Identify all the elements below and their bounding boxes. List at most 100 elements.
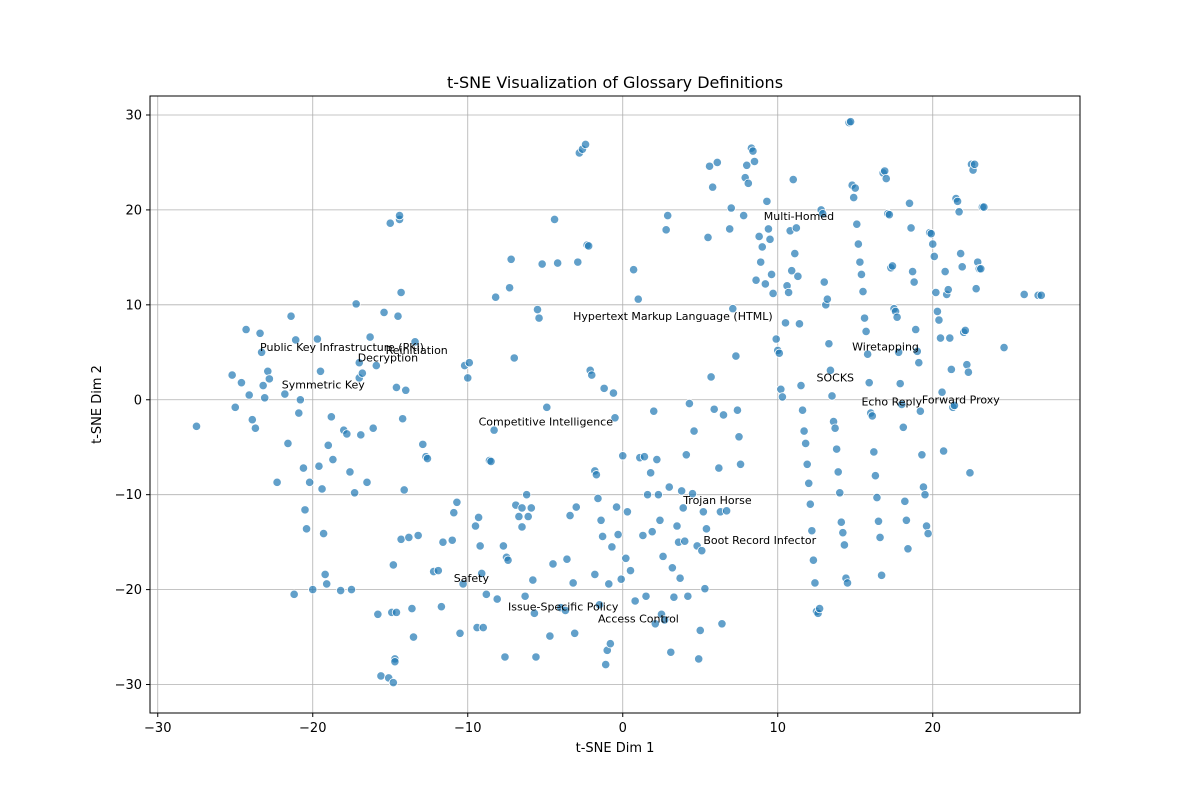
data-point — [663, 211, 673, 221]
y-tick-label: 10 — [125, 298, 142, 313]
data-point — [845, 117, 856, 127]
x-tick-label: 10 — [769, 721, 786, 736]
data-point — [514, 511, 524, 522]
data-point — [743, 178, 753, 188]
data-point — [294, 408, 304, 418]
data-point — [573, 257, 583, 267]
data-point — [368, 423, 378, 433]
data-point — [312, 334, 322, 344]
data-point — [396, 534, 406, 544]
data-point — [835, 488, 845, 498]
data-point — [858, 286, 868, 297]
data-point — [258, 380, 268, 391]
data-point — [935, 333, 946, 343]
data-point — [863, 349, 873, 359]
data-point — [362, 477, 372, 487]
data-point — [529, 608, 540, 618]
data-point — [832, 444, 842, 454]
data-point — [236, 378, 247, 388]
y-tick-label: −20 — [115, 583, 142, 598]
data-point — [766, 269, 777, 280]
data-point — [938, 446, 949, 456]
data-point — [852, 219, 862, 229]
data-point — [920, 490, 930, 500]
data-point — [790, 248, 800, 259]
data-point — [230, 402, 240, 412]
data-point — [504, 283, 515, 293]
axis-ticks: −30 −20 −10 0 10 20 −30 −20 −10 0 10 20 30 — [115, 108, 941, 736]
data-point — [376, 671, 386, 681]
data-point — [926, 229, 936, 239]
data-point — [301, 524, 312, 534]
data-point — [305, 477, 315, 487]
data-point — [449, 508, 459, 518]
data-point — [520, 591, 530, 601]
data-point — [793, 271, 803, 281]
point-annotation: Wiretapping — [852, 340, 919, 353]
data-point — [751, 275, 761, 285]
data-point — [571, 502, 581, 512]
data-point — [408, 632, 419, 642]
data-point — [537, 259, 547, 269]
data-point — [506, 254, 516, 264]
data-point — [783, 287, 794, 298]
data-point — [255, 328, 265, 338]
y-tick-label: −10 — [115, 488, 142, 503]
data-point — [780, 318, 791, 328]
data-point — [322, 579, 332, 589]
data-point — [675, 573, 685, 583]
data-point — [735, 459, 746, 469]
data-point — [768, 288, 778, 299]
point-annotation: Trojan Horse — [682, 494, 752, 507]
data-point — [725, 224, 735, 234]
data-point — [591, 470, 602, 480]
data-point — [633, 294, 643, 304]
data-point — [731, 351, 741, 361]
data-point — [929, 251, 939, 262]
data-point — [870, 471, 881, 481]
data-point — [379, 307, 389, 318]
point-annotation: Safety — [454, 572, 490, 585]
data-point — [247, 415, 257, 425]
data-point — [839, 540, 850, 550]
data-point — [911, 324, 921, 335]
data-point — [855, 257, 865, 267]
data-point — [464, 358, 474, 368]
data-point — [418, 439, 428, 449]
point-annotation: Multi-Homed — [764, 210, 834, 223]
data-point — [283, 438, 293, 449]
data-point — [342, 429, 352, 439]
data-point — [703, 232, 713, 243]
data-point — [447, 535, 457, 545]
data-point — [923, 528, 933, 539]
data-point — [489, 425, 499, 435]
data-point — [492, 594, 502, 604]
data-point — [642, 490, 653, 500]
data-point — [664, 482, 674, 492]
data-point — [756, 257, 766, 267]
grid — [150, 96, 1080, 713]
data-point — [880, 166, 890, 176]
data-point — [976, 264, 986, 274]
data-point — [963, 367, 974, 377]
data-point — [610, 413, 620, 423]
data-point — [661, 225, 671, 235]
data-point — [960, 325, 970, 336]
data-point — [957, 262, 967, 272]
data-point — [754, 231, 764, 242]
data-point — [649, 406, 659, 416]
data-point — [401, 385, 411, 395]
data-point — [774, 348, 784, 358]
data-point — [884, 210, 894, 220]
data-point — [638, 530, 648, 541]
data-point — [394, 211, 405, 221]
data-point — [979, 202, 989, 212]
data-point — [818, 209, 828, 219]
data-point — [872, 492, 882, 503]
data-point — [597, 531, 608, 542]
data-point — [794, 319, 805, 329]
annotations: Multi-Homed Hypertext Markup Language (HT… — [260, 210, 1000, 625]
data-point — [861, 326, 871, 337]
data-point — [726, 203, 736, 213]
data-point — [956, 248, 966, 259]
